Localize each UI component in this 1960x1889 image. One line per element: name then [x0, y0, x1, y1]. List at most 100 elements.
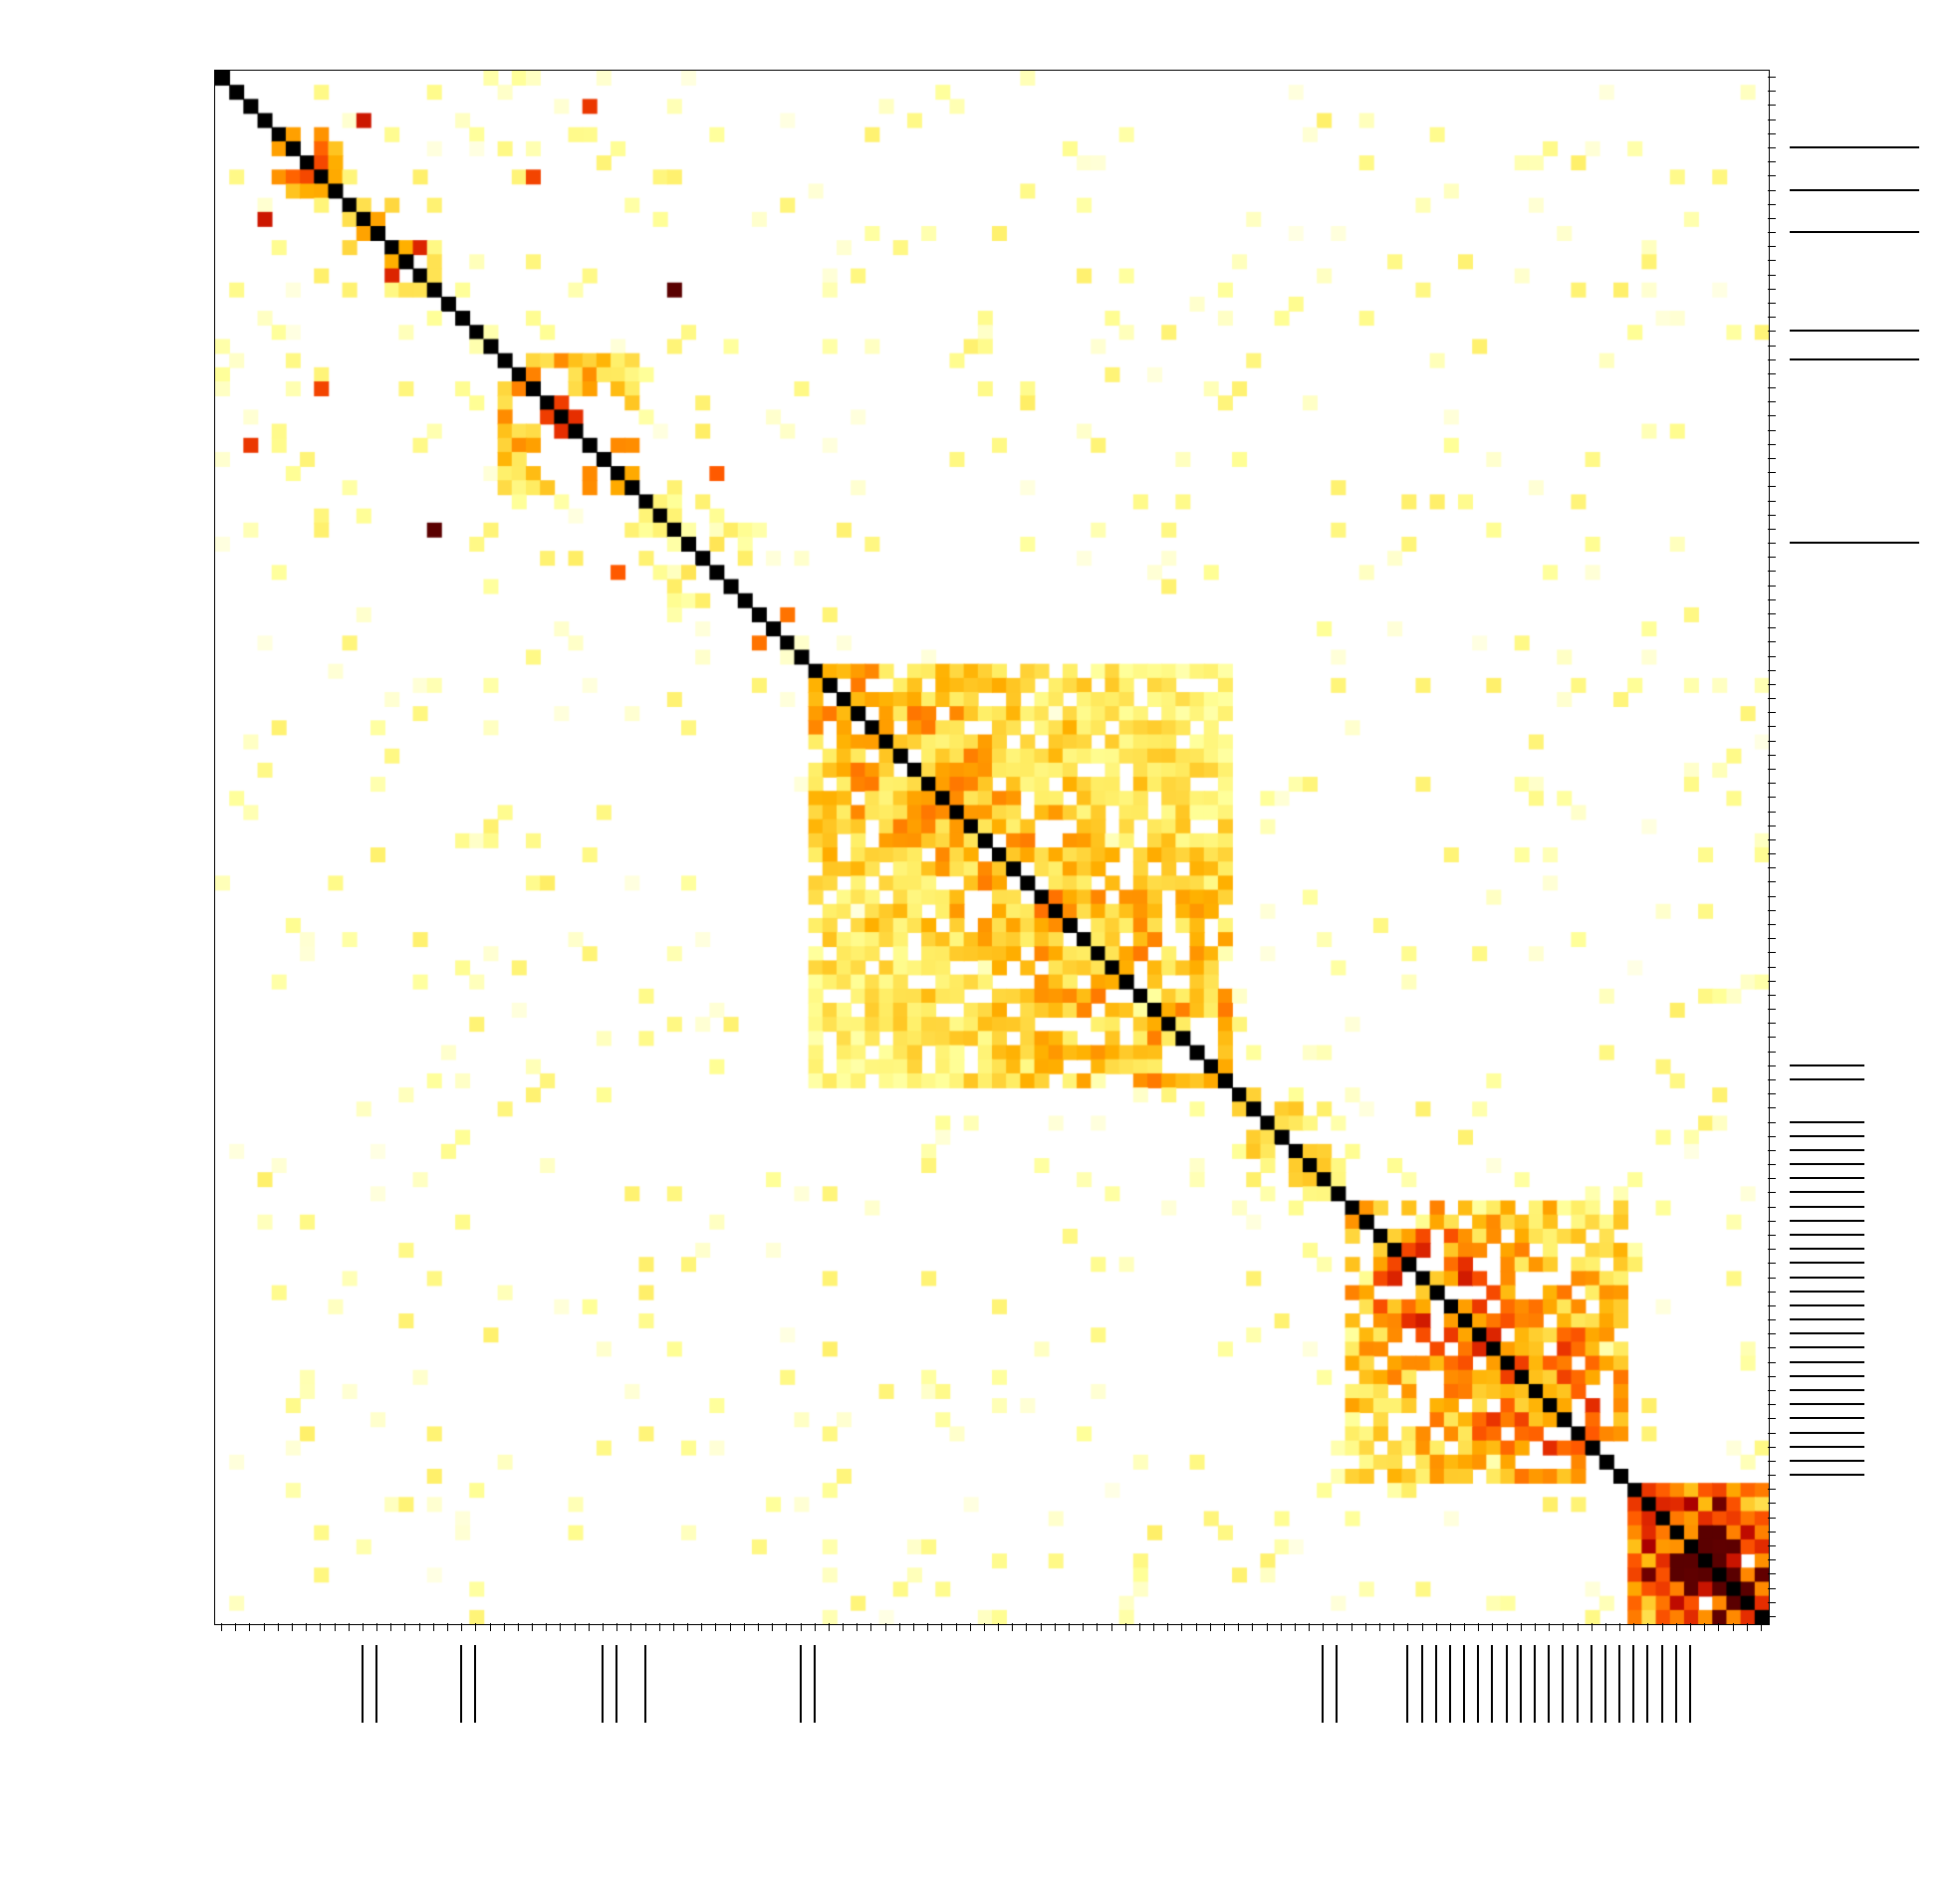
tick-right [1768, 812, 1776, 813]
annotation-bar-right [1790, 358, 1919, 360]
tick-right [1768, 359, 1776, 360]
annotation-bar-right [1790, 330, 1919, 332]
tick-bottom [1167, 1623, 1168, 1631]
tick-bottom [843, 1623, 844, 1631]
annotation-bar-bottom [1534, 1645, 1536, 1723]
annotation-bar-bottom [460, 1645, 462, 1723]
tick-bottom [221, 1623, 222, 1631]
annotation-bar-bottom [1506, 1645, 1508, 1723]
tick-bottom [1111, 1623, 1112, 1631]
tick-bottom [264, 1623, 265, 1631]
tick-right [1768, 1065, 1776, 1066]
annotation-bar-bottom [1577, 1645, 1579, 1723]
tick-bottom [1619, 1623, 1620, 1631]
annotation-bar-bottom [1477, 1645, 1479, 1723]
annotation-bar-bottom [1562, 1645, 1564, 1723]
tick-bottom [1238, 1623, 1239, 1631]
tick-bottom [984, 1623, 985, 1631]
tick-right [1768, 387, 1776, 388]
tick-right [1768, 1235, 1776, 1236]
annotation-bar-right [1790, 1262, 1864, 1264]
tick-bottom [1464, 1623, 1465, 1631]
tick-bottom [1055, 1623, 1056, 1631]
tick-bottom [1761, 1623, 1762, 1631]
tick-right [1768, 77, 1776, 78]
tick-bottom [404, 1623, 405, 1631]
annotation-bar-bottom [1421, 1645, 1423, 1723]
tick-right [1768, 1545, 1776, 1546]
tick-right [1768, 670, 1776, 671]
tick-bottom [815, 1623, 816, 1631]
tick-right [1768, 1433, 1776, 1434]
tick-bottom [433, 1623, 434, 1631]
tick-right [1768, 543, 1776, 544]
tick-bottom [1125, 1623, 1126, 1631]
tick-right [1768, 190, 1776, 191]
tick-right [1768, 1207, 1776, 1208]
tick-bottom [801, 1623, 802, 1631]
tick-right [1768, 981, 1776, 982]
annotation-bar-right [1790, 1291, 1864, 1293]
tick-right [1768, 1178, 1776, 1179]
tick-right [1768, 1263, 1776, 1264]
tick-bottom [956, 1623, 957, 1631]
heatmap-plot-area [214, 70, 1770, 1625]
annotation-bar-right [1790, 1234, 1864, 1236]
tick-right [1768, 995, 1776, 996]
tick-right [1768, 853, 1776, 854]
tick-bottom [1281, 1623, 1282, 1631]
tick-right [1768, 613, 1776, 614]
tick-right [1768, 232, 1776, 233]
tick-bottom [1647, 1623, 1648, 1631]
tick-bottom [744, 1623, 745, 1631]
tick-right [1768, 373, 1776, 374]
tick-right [1768, 1447, 1776, 1448]
tick-right [1768, 641, 1776, 642]
heatmap-canvas [215, 71, 1769, 1624]
annotation-bar-bottom [1336, 1645, 1338, 1723]
figure-wrap [0, 0, 1960, 1889]
annotation-bar-bottom [1661, 1645, 1663, 1723]
tick-bottom [589, 1623, 590, 1631]
annotation-bar-bottom [1618, 1645, 1620, 1723]
tick-right [1768, 444, 1776, 445]
tick-bottom [1252, 1623, 1253, 1631]
annotation-bar-bottom [1435, 1645, 1437, 1723]
tick-right [1768, 331, 1776, 332]
tick-bottom [1181, 1623, 1182, 1631]
tick-bottom [1041, 1623, 1042, 1631]
tick-right [1768, 1052, 1776, 1053]
tick-right [1768, 1602, 1776, 1603]
tick-right [1768, 501, 1776, 502]
tick-bottom [1139, 1623, 1140, 1631]
tick-bottom [1733, 1623, 1734, 1631]
tick-bottom [701, 1623, 702, 1631]
tick-right [1768, 1164, 1776, 1165]
tick-bottom [1337, 1623, 1338, 1631]
annotation-bar-bottom [1322, 1645, 1324, 1723]
tick-right [1768, 275, 1776, 276]
annotation-bar-bottom [1604, 1645, 1606, 1723]
tick-right [1768, 1518, 1776, 1519]
tick-right [1768, 557, 1776, 558]
tick-right [1768, 260, 1776, 261]
tick-bottom [518, 1623, 519, 1631]
tick-right [1768, 1532, 1776, 1533]
tick-bottom [673, 1623, 674, 1631]
tick-bottom [913, 1623, 914, 1631]
tick-bottom [645, 1623, 646, 1631]
annotation-bar-bottom [1449, 1645, 1451, 1723]
tick-bottom [1563, 1623, 1564, 1631]
tick-right [1768, 486, 1776, 487]
tick-right [1768, 1037, 1776, 1038]
tick-right [1768, 246, 1776, 247]
tick-right [1768, 1079, 1776, 1080]
tick-right [1768, 1390, 1776, 1391]
tick-bottom [1153, 1623, 1154, 1631]
annotation-bar-right [1790, 1389, 1864, 1391]
tick-bottom [772, 1623, 773, 1631]
annotation-bar-right [1790, 1446, 1864, 1448]
tick-bottom [1535, 1623, 1536, 1631]
tick-bottom [1507, 1623, 1508, 1631]
tick-right [1768, 1376, 1776, 1377]
